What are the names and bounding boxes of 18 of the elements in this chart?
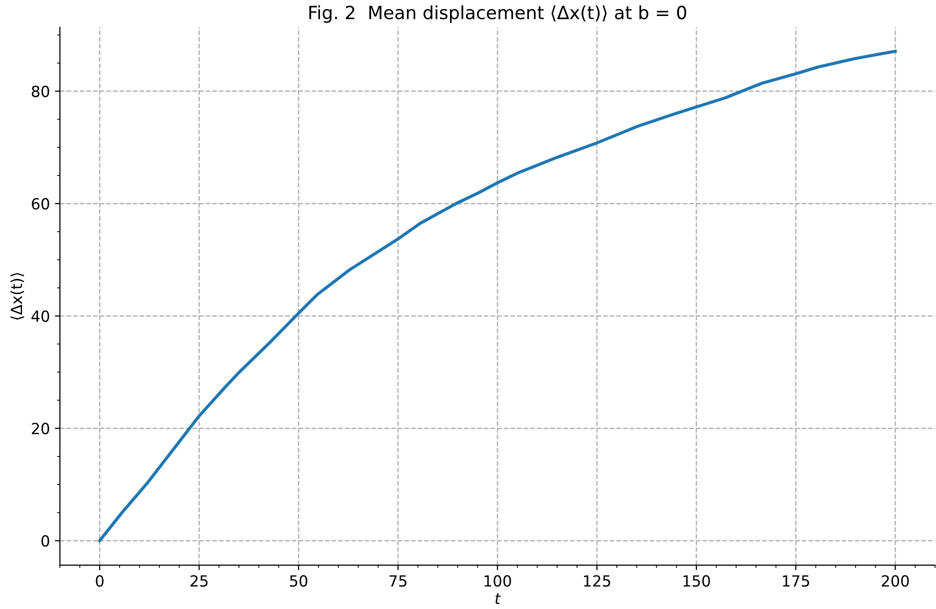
y-tick-label: 40 bbox=[31, 310, 50, 322]
x-tick-label: 150 bbox=[683, 575, 710, 587]
y-axis-title: ⟨Δx(t)⟩ bbox=[10, 272, 24, 320]
line-series bbox=[98, 50, 897, 542]
y-tick-label: 20 bbox=[32, 422, 50, 434]
x-axis-title: t bbox=[495, 593, 501, 604]
x-tick-label: 50 bbox=[290, 575, 308, 587]
y-tick-label: 0 bbox=[41, 535, 50, 547]
x-tick-label: 0 bbox=[96, 575, 104, 587]
x-tick-label: 125 bbox=[584, 575, 610, 587]
chart-title: Fig. 2 Mean displacement ⟨Δx(t)⟩ at b = 0 bbox=[309, 5, 686, 23]
x-tick-label: 75 bbox=[390, 575, 406, 587]
x-tick-label: 200 bbox=[882, 575, 909, 587]
y-tick-label: 60 bbox=[32, 198, 50, 210]
x-tick-label: 25 bbox=[190, 575, 208, 587]
y-tick-label: 80 bbox=[32, 86, 50, 98]
x-tick-label: 175 bbox=[782, 575, 810, 587]
x-tick-label: 100 bbox=[484, 575, 512, 587]
